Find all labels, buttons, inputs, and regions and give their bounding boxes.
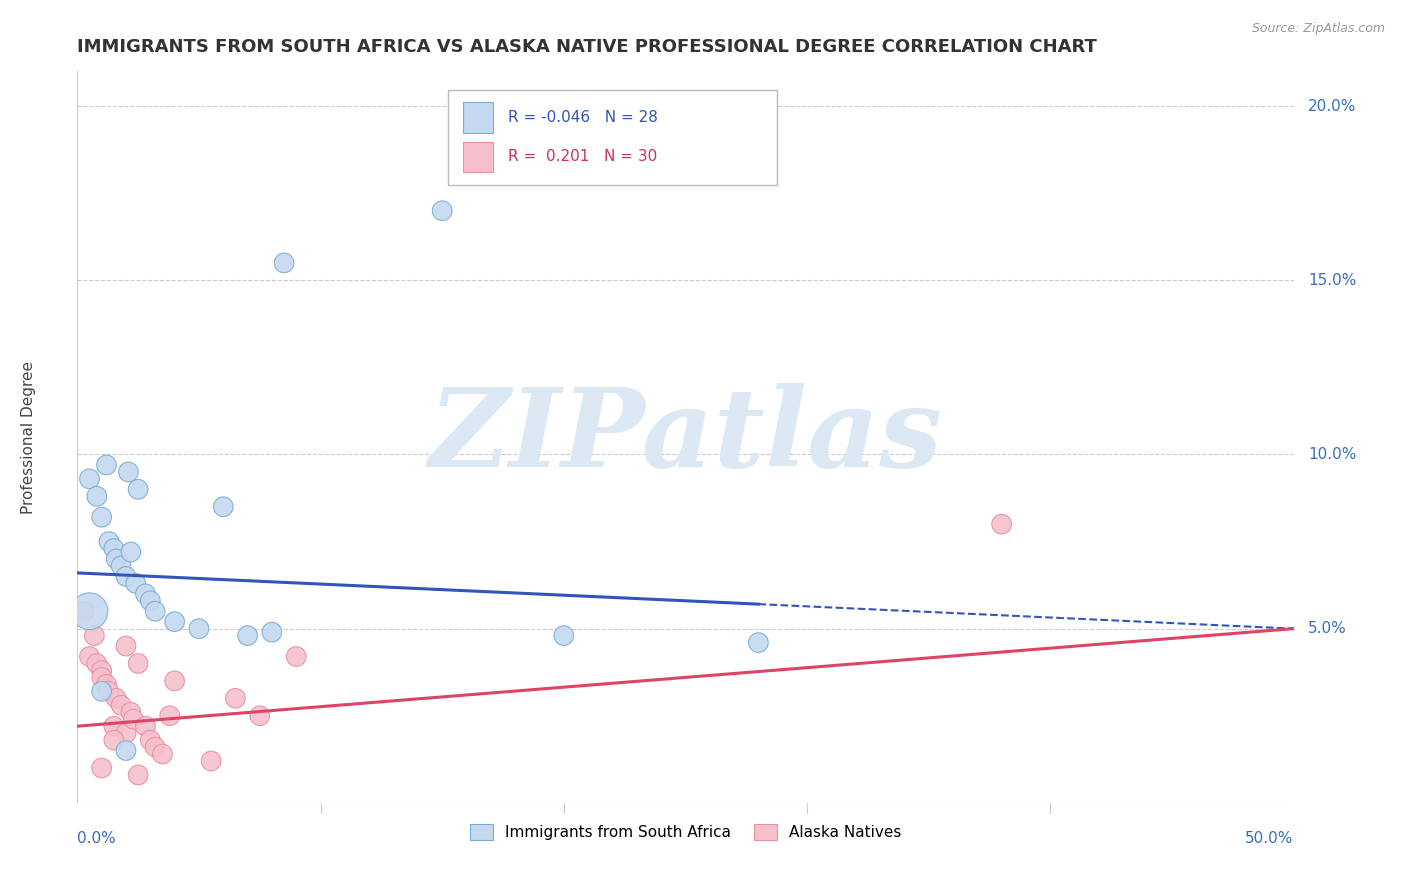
Point [79, 472, 101, 486]
Point [103, 541, 125, 556]
Point [90, 670, 112, 684]
Point [152, 747, 174, 761]
Point [103, 719, 125, 733]
Text: Professional Degree: Professional Degree [21, 360, 37, 514]
Point [430, 203, 453, 218]
Point [127, 768, 149, 782]
Point [285, 649, 308, 664]
Text: 15.0%: 15.0% [1308, 273, 1357, 288]
Point [90, 510, 112, 524]
Point [86, 489, 108, 503]
Point [115, 743, 138, 757]
Point [134, 719, 156, 733]
Point [96, 677, 118, 691]
Point [134, 587, 156, 601]
FancyBboxPatch shape [463, 142, 494, 172]
Point [110, 558, 132, 573]
FancyBboxPatch shape [449, 90, 776, 185]
Text: R =  0.201   N = 30: R = 0.201 N = 30 [508, 150, 657, 164]
Point [79, 604, 101, 618]
Point [553, 629, 575, 643]
Point [159, 708, 181, 723]
Point [115, 726, 138, 740]
Text: IMMIGRANTS FROM SOUTH AFRICA VS ALASKA NATIVE PROFESSIONAL DEGREE CORRELATION CH: IMMIGRANTS FROM SOUTH AFRICA VS ALASKA N… [77, 38, 1097, 56]
Point [139, 594, 162, 608]
FancyBboxPatch shape [463, 102, 494, 133]
Point [73, 604, 96, 618]
Point [122, 712, 145, 726]
Point [260, 625, 283, 640]
Point [224, 691, 246, 706]
Text: 20.0%: 20.0% [1308, 99, 1357, 113]
Point [117, 465, 139, 479]
Point [143, 740, 166, 755]
Text: 50.0%: 50.0% [1246, 830, 1294, 846]
Point [236, 629, 259, 643]
Point [127, 657, 149, 671]
Point [120, 705, 142, 719]
Point [115, 569, 138, 583]
Point [79, 649, 101, 664]
Legend: Immigrants from South Africa, Alaska Natives: Immigrants from South Africa, Alaska Nat… [464, 818, 907, 847]
Point [105, 552, 128, 566]
Point [163, 673, 186, 688]
Point [97, 534, 120, 549]
Point [115, 639, 138, 653]
Point [273, 256, 295, 270]
Point [200, 754, 222, 768]
Point [990, 517, 1012, 532]
Point [212, 500, 235, 514]
Point [86, 657, 108, 671]
Text: Source: ZipAtlas.com: Source: ZipAtlas.com [1251, 22, 1385, 36]
Point [127, 483, 149, 497]
Text: 0.0%: 0.0% [77, 830, 117, 846]
Point [97, 684, 120, 698]
Text: ZIPatlas: ZIPatlas [429, 384, 942, 491]
Point [103, 733, 125, 747]
Point [105, 691, 128, 706]
Point [90, 761, 112, 775]
Point [139, 733, 162, 747]
Point [83, 629, 105, 643]
Point [249, 708, 271, 723]
Point [125, 576, 148, 591]
Point [96, 458, 118, 472]
Point [143, 604, 166, 618]
Point [90, 664, 112, 678]
Text: 10.0%: 10.0% [1308, 447, 1357, 462]
Point [747, 635, 769, 649]
Text: R = -0.046   N = 28: R = -0.046 N = 28 [508, 110, 658, 125]
Text: 5.0%: 5.0% [1308, 621, 1347, 636]
Point [110, 698, 132, 713]
Point [163, 615, 186, 629]
Point [90, 684, 112, 698]
Point [188, 622, 211, 636]
Point [120, 545, 142, 559]
